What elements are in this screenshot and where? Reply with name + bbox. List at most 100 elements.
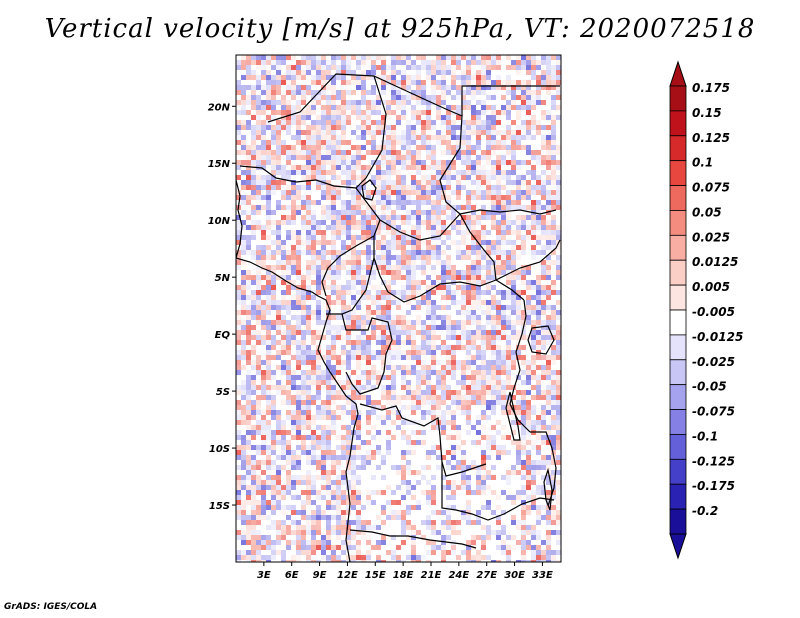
field-cell	[391, 135, 396, 140]
field-cell	[311, 170, 316, 175]
field-cell	[361, 460, 366, 465]
field-cell	[316, 55, 321, 60]
field-cell	[481, 410, 486, 415]
field-cell	[281, 550, 286, 555]
field-cell	[341, 230, 346, 235]
field-cell	[526, 420, 531, 425]
field-cell	[261, 110, 266, 115]
field-cell	[421, 120, 426, 125]
field-cell	[361, 215, 366, 220]
field-cell	[496, 160, 501, 165]
field-cell	[411, 270, 416, 275]
field-cell	[341, 135, 346, 140]
field-cell	[336, 355, 341, 360]
field-cell	[251, 435, 256, 440]
field-cell	[446, 345, 451, 350]
field-cell	[311, 90, 316, 95]
field-cell	[276, 390, 281, 395]
field-cell	[441, 350, 446, 355]
field-cell	[356, 60, 361, 65]
field-cell	[261, 60, 266, 65]
field-cell	[261, 495, 266, 500]
field-cell	[406, 55, 411, 60]
field-cell	[556, 55, 561, 60]
field-cell	[426, 185, 431, 190]
field-cell	[246, 165, 251, 170]
field-cell	[431, 290, 436, 295]
field-cell	[326, 300, 331, 305]
field-cell	[246, 85, 251, 90]
field-cell	[501, 395, 506, 400]
field-cell	[461, 55, 466, 60]
field-cell	[271, 545, 276, 550]
field-cell	[456, 300, 461, 305]
lon-tick-label: 15E	[365, 570, 386, 581]
field-cell	[311, 435, 316, 440]
field-cell	[521, 280, 526, 285]
field-cell	[286, 285, 291, 290]
field-cell	[451, 190, 456, 195]
field-cell	[546, 370, 551, 375]
field-cell	[551, 530, 556, 535]
field-cell	[286, 430, 291, 435]
field-cell	[261, 250, 266, 255]
field-cell	[446, 195, 451, 200]
field-cell	[306, 70, 311, 75]
field-cell	[486, 250, 491, 255]
field-cell	[526, 195, 531, 200]
field-cell	[331, 140, 336, 145]
field-cell	[551, 325, 556, 330]
field-cell	[481, 340, 486, 345]
field-cell	[516, 85, 521, 90]
field-cell	[251, 125, 256, 130]
field-cell	[376, 265, 381, 270]
field-cell	[496, 560, 501, 562]
field-cell	[366, 210, 371, 215]
field-cell	[266, 350, 271, 355]
field-cell	[361, 85, 366, 90]
field-cell	[396, 120, 401, 125]
field-cell	[551, 205, 556, 210]
field-cell	[406, 450, 411, 455]
field-cell	[506, 55, 511, 60]
field-cell	[421, 145, 426, 150]
field-cell	[246, 560, 251, 562]
field-cell	[536, 380, 541, 385]
field-cell	[551, 410, 556, 415]
field-cell	[411, 355, 416, 360]
field-cell	[316, 250, 321, 255]
field-cell	[521, 405, 526, 410]
field-cell	[316, 160, 321, 165]
field-cell	[441, 415, 446, 420]
field-cell	[426, 560, 431, 562]
field-cell	[366, 305, 371, 310]
field-cell	[476, 270, 481, 275]
field-cell	[271, 85, 276, 90]
field-cell	[361, 155, 366, 160]
field-cell	[341, 470, 346, 475]
field-cell	[406, 435, 411, 440]
field-cell	[286, 65, 291, 70]
field-cell	[441, 170, 446, 175]
field-cell	[311, 60, 316, 65]
field-cell	[381, 205, 386, 210]
field-cell	[331, 270, 336, 275]
field-cell	[341, 140, 346, 145]
field-cell	[336, 335, 341, 340]
field-cell	[306, 185, 311, 190]
field-cell	[461, 395, 466, 400]
field-cell	[361, 505, 366, 510]
field-cell	[466, 70, 471, 75]
field-cell	[321, 450, 326, 455]
field-cell	[321, 290, 326, 295]
field-cell	[516, 495, 521, 500]
field-cell	[366, 495, 371, 500]
field-cell	[511, 135, 516, 140]
field-cell	[256, 100, 261, 105]
field-cell	[386, 295, 391, 300]
lon-tick-label: 33E	[532, 570, 553, 581]
field-cell	[271, 165, 276, 170]
field-cell	[401, 530, 406, 535]
field-cell	[406, 535, 411, 540]
field-cell	[546, 190, 551, 195]
